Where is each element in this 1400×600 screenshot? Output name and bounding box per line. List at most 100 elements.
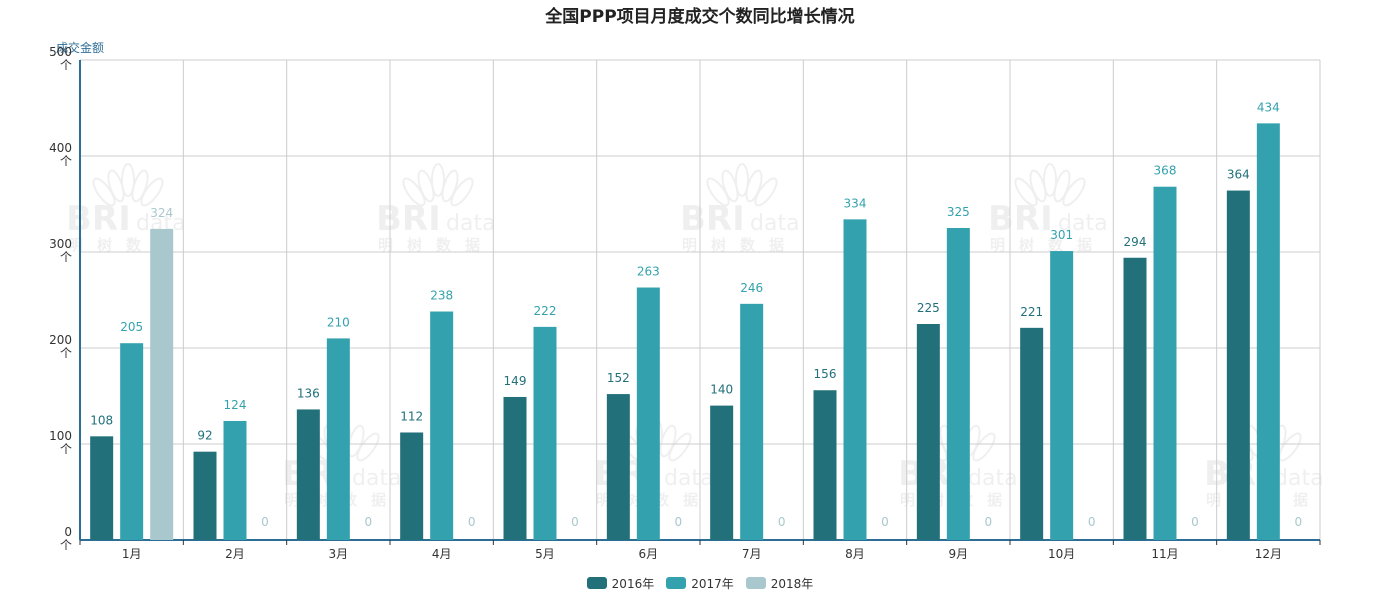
data-label: 108 [90, 413, 113, 427]
data-label: 0 [1088, 515, 1096, 529]
watermark-logo-text: BRI [680, 199, 745, 239]
bar [1153, 186, 1177, 540]
watermark-logo-chinese: 明树数据 [378, 236, 494, 254]
bar [120, 343, 144, 540]
legend-item[interactable]: 2016年 [586, 575, 655, 592]
data-label: 205 [120, 320, 143, 334]
x-tick-label: 4月 [432, 547, 452, 561]
watermark-logo-chinese: 明树数据 [682, 236, 798, 254]
watermark-leaf-shape [1043, 163, 1057, 197]
bar [813, 390, 837, 540]
bar [193, 451, 217, 540]
y-tick-label: 400 个 [49, 141, 72, 168]
bar [1256, 123, 1280, 541]
data-label: 156 [814, 367, 837, 381]
legend-swatch [666, 577, 687, 589]
data-label: 0 [778, 515, 786, 529]
watermark-leaf-shape [402, 177, 426, 207]
data-label: 263 [637, 265, 660, 279]
y-tick-label: 500 个 [49, 45, 72, 72]
x-tick-label: 2月 [225, 547, 245, 561]
x-tick-label: 8月 [845, 547, 865, 561]
data-label: 324 [150, 206, 173, 220]
data-label: 124 [224, 398, 247, 412]
y-tick-label-line: 400 [49, 141, 72, 155]
x-tick-label: 3月 [329, 547, 349, 561]
data-label: 225 [917, 301, 940, 315]
watermark-leaf-shape [347, 424, 365, 458]
bar [710, 405, 734, 540]
x-tick-label: 12月 [1255, 547, 1282, 561]
data-label: 0 [571, 515, 579, 529]
watermark-leaf-shape [1062, 177, 1086, 207]
legend-item[interactable]: 2018年 [745, 575, 814, 592]
legend-label: 2018年 [770, 576, 814, 591]
bar [430, 311, 454, 540]
watermark-leaf-shape [1014, 177, 1038, 207]
watermark-leaf-shape [1029, 169, 1047, 203]
data-label: 325 [947, 205, 970, 219]
bar [1226, 190, 1250, 540]
y-tick-label-line: 个 [60, 442, 72, 456]
watermark-leaf-shape [745, 169, 763, 203]
watermark-leaf-shape [131, 169, 149, 203]
legend: 2016年 2017年 2018年 [0, 573, 1400, 593]
legend-item[interactable]: 2017年 [666, 575, 734, 592]
watermark-logo-text: BRI [376, 199, 441, 239]
data-label: 0 [1295, 515, 1303, 529]
watermark-logo-subtext: data [750, 211, 800, 236]
watermark-leaf-shape [92, 177, 116, 207]
y-tick-label-line: 100 [49, 429, 72, 443]
watermark-leaf-shape [706, 177, 730, 207]
watermark-leaf-shape [1278, 432, 1302, 462]
watermark-logo-text: BRI [66, 199, 131, 239]
watermark-leaf-shape [659, 424, 677, 458]
data-label: 434 [1257, 100, 1280, 114]
data-label: 149 [504, 374, 527, 388]
y-tick-label-line: 个 [60, 154, 72, 168]
watermark-leaf-shape [668, 432, 692, 462]
data-label: 210 [327, 315, 350, 329]
data-label: 92 [197, 429, 212, 443]
watermark-leaf-shape [107, 169, 125, 203]
bar [326, 338, 350, 540]
y-tick-label-line: 200 [49, 333, 72, 347]
bar [503, 396, 527, 540]
watermark-leaf-shape [972, 432, 996, 462]
watermark-logo-text: BRI [988, 199, 1053, 239]
x-tick-label: 7月 [742, 547, 762, 561]
data-label: 238 [430, 289, 453, 303]
data-label: 368 [1154, 164, 1177, 178]
watermark-leaf-shape [721, 169, 739, 203]
y-tick-label-line: 500 [49, 45, 72, 59]
data-label: 112 [400, 409, 423, 423]
y-tick-label-line: 300 [49, 237, 72, 251]
watermark-logo-subtext: data [446, 211, 496, 236]
bar [606, 394, 630, 540]
x-tick-label: 1月 [122, 547, 142, 561]
bar [1050, 251, 1074, 541]
data-label: 0 [985, 515, 993, 529]
y-tick-label-line: 个 [60, 250, 72, 264]
data-label: 0 [261, 515, 269, 529]
bar [296, 409, 320, 540]
data-label: 364 [1227, 168, 1250, 182]
bar [400, 432, 424, 540]
data-label: 334 [844, 196, 867, 210]
data-label: 246 [740, 281, 763, 295]
legend-label: 2016年 [611, 576, 655, 591]
watermark-logo-subtext: data [1274, 466, 1324, 491]
data-label: 301 [1050, 228, 1073, 242]
bar [90, 436, 114, 540]
bar [533, 326, 557, 540]
bar [843, 219, 867, 541]
y-tick-label: 300 个 [49, 237, 72, 264]
watermark-logo-chinese: 明树数据 [990, 236, 1106, 254]
x-tick-label: 5月 [535, 547, 555, 561]
watermark-leaf-shape [441, 169, 459, 203]
x-tick-label: 11月 [1151, 547, 1178, 561]
legend-label: 2017年 [691, 576, 734, 591]
data-label: 294 [1124, 235, 1147, 249]
